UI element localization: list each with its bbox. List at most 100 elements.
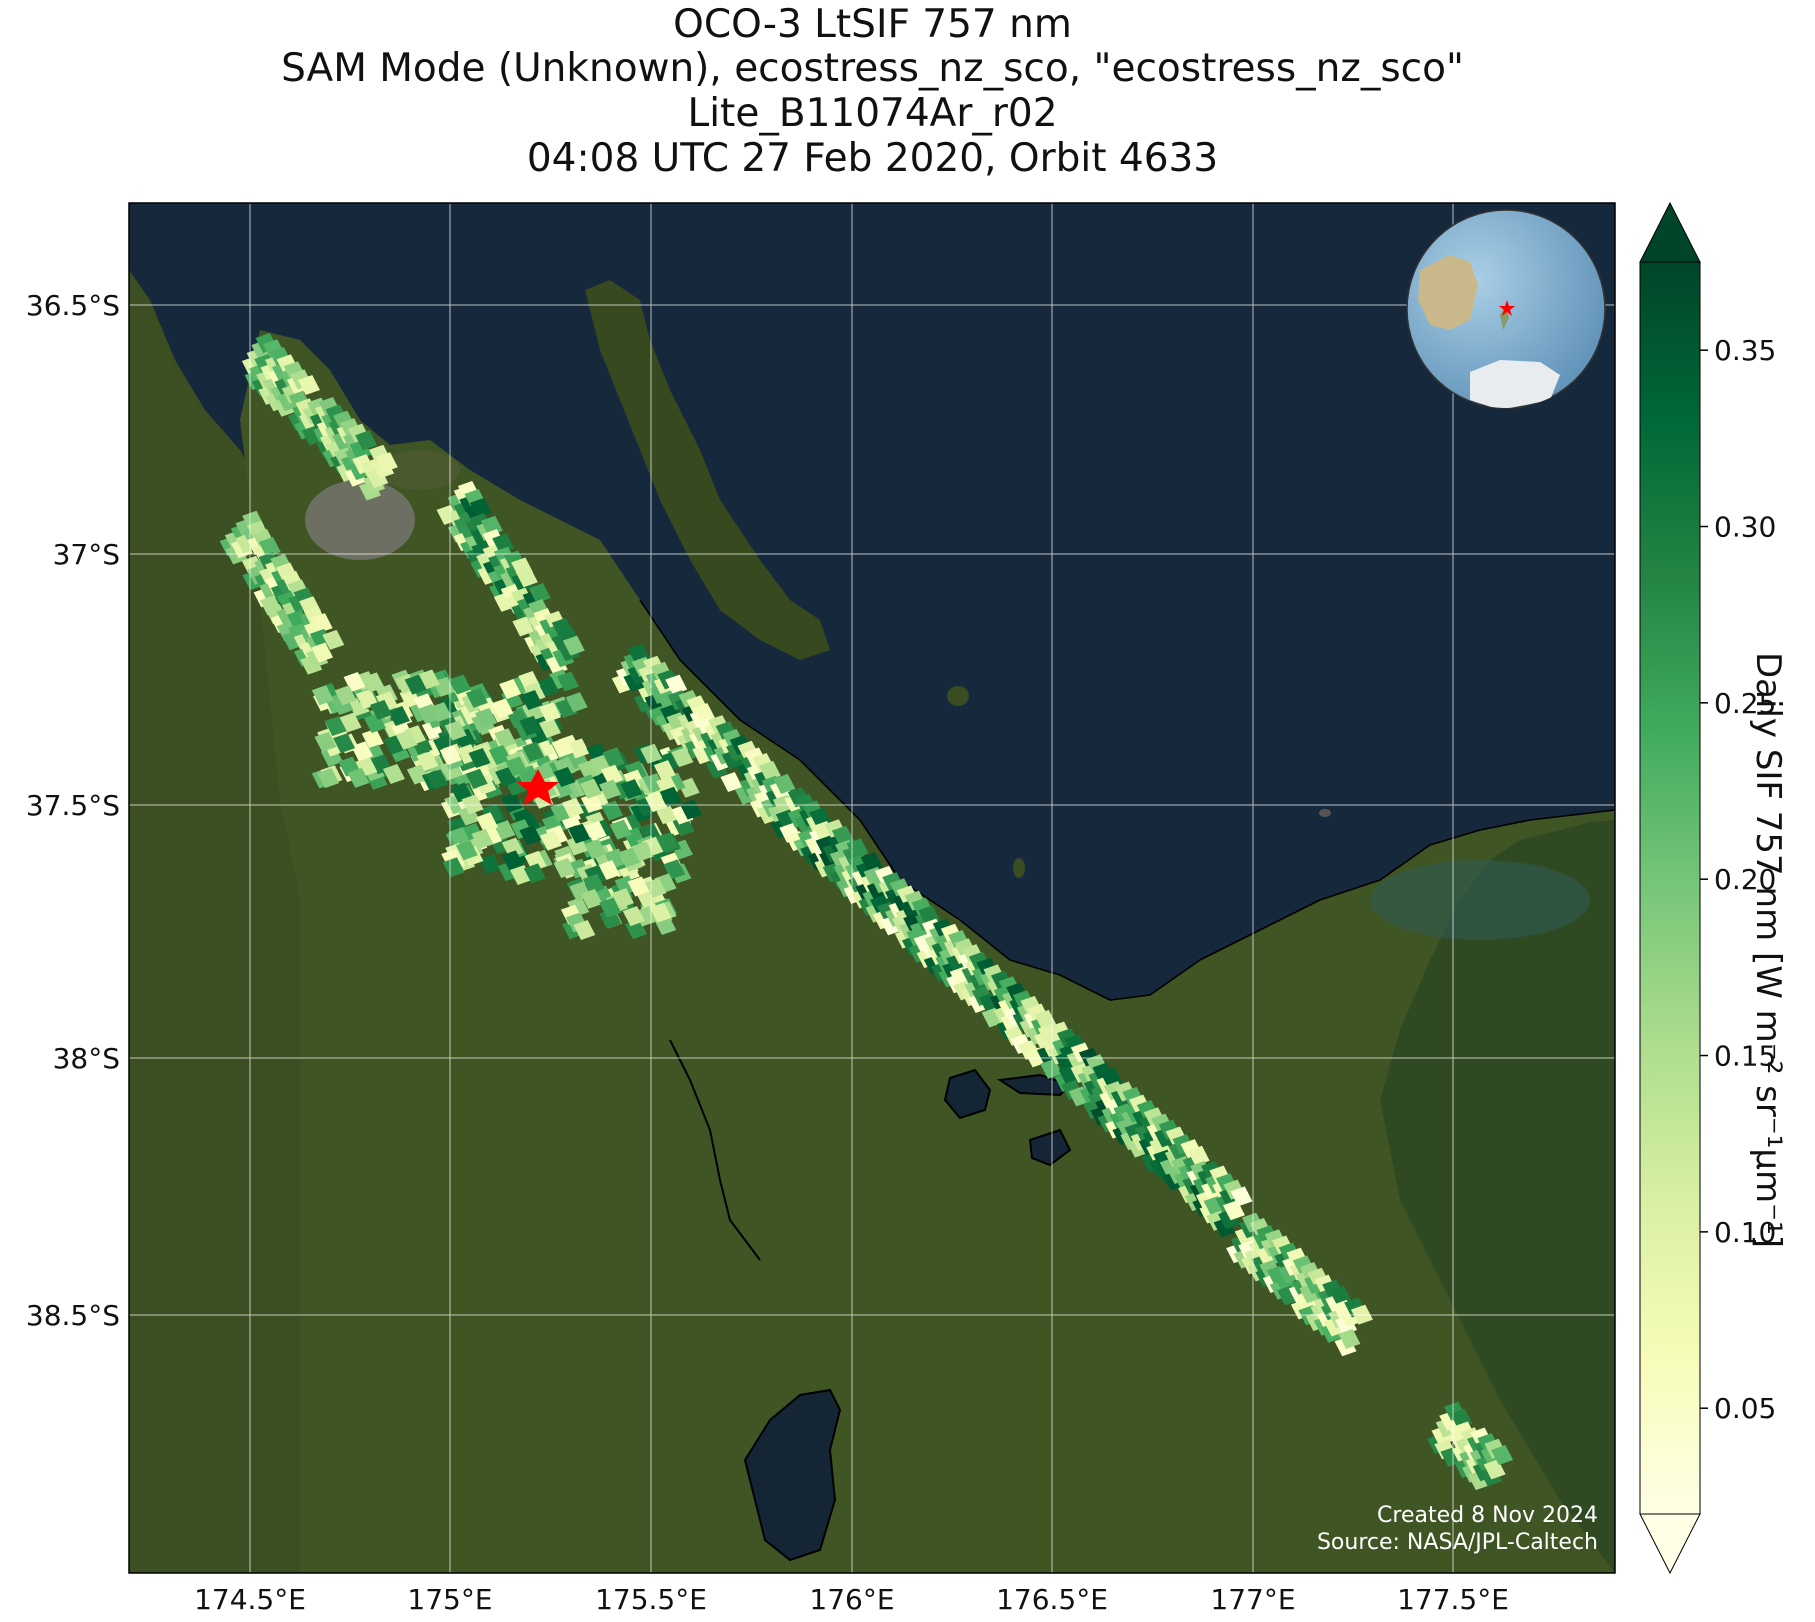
sif-sounding bbox=[395, 729, 418, 750]
title-line-4: 04:08 UTC 27 Feb 2020, Orbit 4633 bbox=[526, 136, 1219, 181]
sif-sounding bbox=[1338, 1328, 1361, 1349]
sif-sounding bbox=[387, 705, 410, 726]
sif-sounding bbox=[528, 583, 551, 604]
lake-rotorua bbox=[943, 1068, 992, 1120]
river-waikato bbox=[669, 1039, 761, 1261]
sif-sounding bbox=[471, 828, 494, 849]
sif-sounding bbox=[631, 841, 654, 862]
sif-sounding bbox=[455, 840, 478, 861]
sif-sounding bbox=[627, 876, 650, 897]
land-island-mayor bbox=[947, 686, 969, 706]
sif-sounding bbox=[538, 718, 561, 739]
sif-sounding bbox=[500, 792, 523, 813]
lat-tick-38.5: 38.5°S bbox=[26, 1299, 120, 1332]
colorbar-tick-label: 0.05 bbox=[1714, 1392, 1776, 1425]
sif-sounding bbox=[478, 854, 501, 875]
map-area bbox=[129, 203, 1615, 1573]
land-island-motiti bbox=[1013, 858, 1025, 878]
colorbar-ticks: 0.05 0.10 0.15 0.20 0.25 0.30 0.35 bbox=[1700, 334, 1776, 1425]
sif-sounding bbox=[649, 902, 672, 923]
sif-sounding bbox=[501, 850, 524, 871]
sif-sounding bbox=[311, 685, 334, 706]
sif-sounding bbox=[1491, 1444, 1514, 1465]
colorbar-extend-min bbox=[1639, 1513, 1701, 1575]
coastline bbox=[639, 599, 1615, 1001]
sif-sounding bbox=[311, 642, 334, 663]
sif-sounding bbox=[362, 672, 385, 693]
globe-antarctica bbox=[1470, 360, 1560, 408]
sif-sounding bbox=[505, 756, 528, 777]
sif-sounding bbox=[426, 769, 449, 790]
sif-sounding bbox=[523, 863, 546, 884]
sif-sounding bbox=[519, 715, 542, 736]
sif-sounding bbox=[491, 698, 514, 719]
sif-sounding bbox=[611, 888, 634, 909]
sif-sounding bbox=[520, 689, 543, 710]
sif-sounding bbox=[671, 747, 694, 768]
sif-sounding bbox=[524, 850, 547, 871]
map-frame bbox=[128, 202, 1616, 1574]
gridlines bbox=[129, 203, 1615, 1573]
sif-sounding bbox=[580, 888, 603, 909]
sif-sounding bbox=[644, 878, 667, 899]
sif-sounding bbox=[653, 760, 676, 781]
sif-sounding bbox=[568, 823, 591, 844]
sif-sounding bbox=[322, 629, 345, 650]
land-coromandel bbox=[585, 280, 830, 660]
sif-data-layer bbox=[219, 332, 1514, 1491]
sif-sounding bbox=[620, 779, 643, 800]
sif-sounding bbox=[539, 702, 562, 723]
sif-sounding bbox=[361, 728, 384, 749]
sif-sounding bbox=[347, 767, 370, 788]
colorbar-gradient bbox=[1639, 261, 1701, 1515]
lon-tick-174.5: 174.5°E bbox=[194, 1583, 306, 1616]
sif-sounding bbox=[501, 837, 524, 858]
sif-sounding bbox=[1187, 1145, 1210, 1166]
sif-sounding bbox=[600, 764, 623, 785]
sif-sounding bbox=[375, 452, 398, 473]
lon-tick-177: 177°E bbox=[1210, 1583, 1295, 1616]
colorbar-tick-label: 0.15 bbox=[1714, 1040, 1776, 1073]
turbid-water bbox=[1370, 860, 1590, 940]
title-line-2: SAM Mode (Unknown), ecostress_nz_sco, "e… bbox=[281, 46, 1464, 91]
sif-sounding bbox=[601, 800, 624, 821]
lon-tick-175.5: 175.5°E bbox=[595, 1583, 707, 1616]
sif-sounding bbox=[562, 635, 585, 656]
sif-sounding bbox=[553, 858, 576, 879]
sif-sounding bbox=[565, 692, 588, 713]
sif-sounding bbox=[644, 792, 667, 813]
sif-sounding bbox=[465, 768, 488, 789]
sif-sounding bbox=[561, 797, 584, 818]
colorbar: 0.05 0.10 0.15 0.20 0.25 0.30 0.35 bbox=[1639, 201, 1776, 1575]
sif-sounding bbox=[476, 812, 499, 833]
sif-sounding bbox=[468, 747, 491, 768]
sif-sounding bbox=[599, 779, 622, 800]
lat-tick-38: 38°S bbox=[53, 1042, 120, 1075]
lon-tick-175: 175°E bbox=[407, 1583, 492, 1616]
credit-created: Created 8 Nov 2024 bbox=[1377, 1503, 1598, 1528]
sif-sounding bbox=[602, 748, 625, 769]
sif-sounding bbox=[314, 731, 337, 752]
colorbar-tick-label: 0.20 bbox=[1714, 863, 1776, 896]
lat-tick-37: 37°S bbox=[53, 538, 120, 571]
sif-sounding bbox=[416, 750, 439, 771]
sif-sounding bbox=[515, 567, 538, 588]
title-line-1: OCO-3 LtSIF 757 nm bbox=[673, 2, 1072, 47]
sif-sounding bbox=[584, 839, 607, 860]
sif-sounding bbox=[475, 708, 498, 729]
colorbar-label: Daily SIF 757 nm [W m⁻² sr⁻¹μm⁻¹] bbox=[1748, 651, 1788, 1249]
sif-sounding bbox=[370, 699, 393, 720]
lat-tick-37.5: 37.5°S bbox=[26, 789, 120, 822]
sif-sounding bbox=[512, 616, 535, 637]
sif-sounding bbox=[297, 375, 320, 396]
title-line-3: Lite_B11074Ar_r02 bbox=[687, 91, 1058, 136]
sif-sounding bbox=[499, 679, 522, 700]
sif-sounding bbox=[461, 794, 484, 815]
sif-sounding bbox=[258, 536, 281, 557]
sif-sounding bbox=[442, 857, 465, 878]
lake-taupo bbox=[743, 1388, 842, 1562]
lon-tick-labels: 174.5°E 175°E 175.5°E 176°E 176.5°E 177°… bbox=[194, 1583, 1509, 1616]
colorbar-tick-label: 0.25 bbox=[1714, 687, 1776, 720]
sif-sounding bbox=[609, 819, 632, 840]
sif-sounding bbox=[665, 674, 688, 695]
